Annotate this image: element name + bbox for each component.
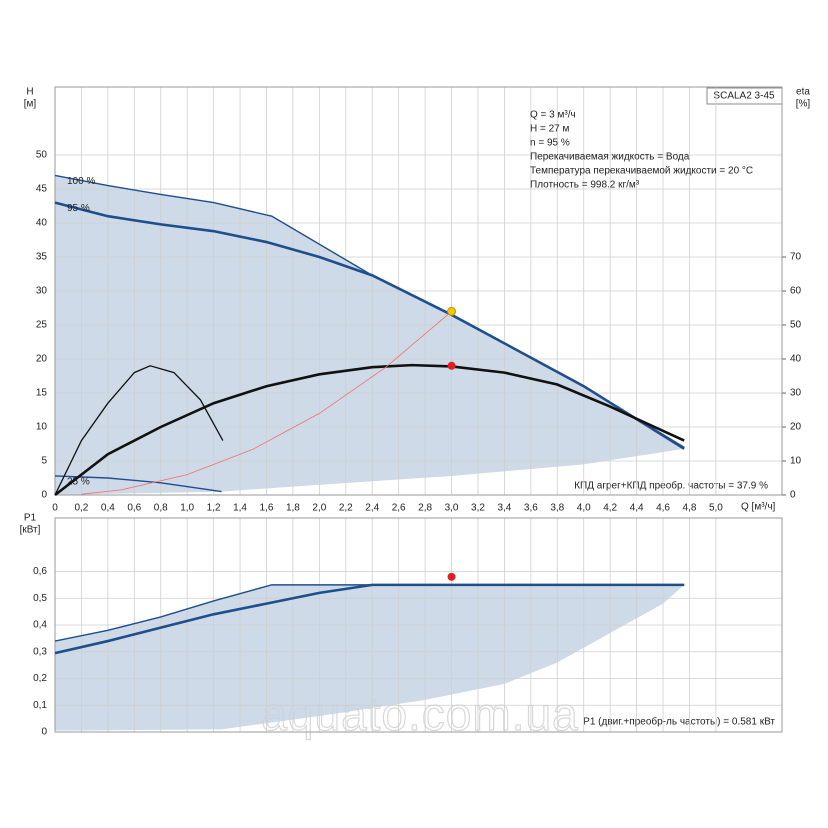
y-tick-label: 15 [36, 388, 48, 399]
efficiency-note: КПД агрег+КПД преобр. частоты = 37.9 % [574, 480, 768, 492]
y-tick-label: 50 [36, 150, 48, 161]
x-tick-label: 1,8 [286, 503, 300, 514]
y-tick-label: 0 [41, 727, 47, 738]
y2-tick-label: 70 [790, 252, 802, 263]
x-tick-label: 2,6 [392, 503, 406, 514]
y-tick-label: 45 [36, 184, 48, 195]
y-tick-label: 0 [41, 490, 47, 501]
x-tick-label: 1,2 [207, 503, 221, 514]
curve [54, 363, 685, 497]
x-tick-label: 3,4 [497, 503, 511, 514]
x-tick-label: 3,2 [471, 503, 485, 514]
y2-tick-label: 40 [790, 354, 802, 365]
y2-tick-label: 20 [790, 422, 802, 433]
y2-tick-label: 30 [790, 388, 802, 399]
curve [54, 583, 685, 655]
x-tick-label: 0,8 [154, 503, 168, 514]
y2-axis-label: eta [796, 87, 810, 98]
y2-tick-label: 10 [790, 456, 802, 467]
y-axis-label: P1 [24, 513, 37, 524]
x-tick-label: 3,0 [445, 503, 459, 514]
y-tick-label: 0,4 [33, 620, 47, 631]
x-tick-label: 0,2 [74, 503, 88, 514]
x-tick-label: 5,0 [709, 503, 723, 514]
y-tick-label: 20 [36, 354, 48, 365]
y2-tick-label: 60 [790, 286, 802, 297]
x-tick-label: 1,0 [180, 503, 194, 514]
y-tick-label: 0,3 [33, 646, 47, 657]
y-tick-label: 0,2 [33, 673, 47, 684]
curve [54, 365, 224, 496]
curve [54, 475, 222, 493]
x-tick-label: 1,4 [233, 503, 247, 514]
y2-tick-label: 50 [790, 320, 802, 331]
y-tick-label: 10 [36, 422, 48, 433]
y-axis-label: H [26, 87, 33, 98]
info-line: Перекачиваемая жидкость = Вода [530, 152, 690, 163]
x-tick-label: 4,4 [630, 503, 644, 514]
y2-axis-unit: [%] [796, 99, 811, 110]
duty-point [447, 306, 457, 316]
x-tick-label: 1,6 [260, 503, 274, 514]
operating-range [55, 175, 685, 495]
x-tick-label: 3,8 [550, 503, 564, 514]
x-tick-label: 4,6 [656, 503, 670, 514]
x-tick-label: 2,4 [365, 503, 379, 514]
x-tick-label: 0 [52, 503, 58, 514]
duty-point [447, 361, 456, 370]
x-axis-label: Q [м³/ч] [741, 502, 776, 513]
x-tick-label: 4,8 [683, 503, 697, 514]
y-axis-unit: [кВт] [20, 525, 41, 536]
info-line: n = 95 % [530, 138, 570, 149]
x-tick-label: 4,2 [603, 503, 617, 514]
y-tick-label: 5 [41, 456, 47, 467]
curve-label: 25 % [67, 477, 90, 488]
y-tick-label: 30 [36, 286, 48, 297]
y-tick-label: 0,5 [33, 593, 47, 604]
x-tick-label: 2,0 [312, 503, 326, 514]
y-tick-label: 40 [36, 218, 48, 229]
plot-frame [54, 517, 783, 733]
model-label: SCALA2 3-45 [713, 91, 775, 102]
operating-range [55, 584, 685, 731]
duty-point [447, 572, 456, 581]
y2-tick-label: 0 [790, 490, 796, 501]
curve-label: 100 % [67, 176, 95, 187]
x-tick-label: 3,6 [524, 503, 538, 514]
curve [81, 311, 452, 495]
info-line: H = 27 м [530, 124, 570, 135]
x-tick-label: 4,0 [577, 503, 591, 514]
y-tick-label: 35 [36, 252, 48, 263]
y-tick-label: 0,1 [33, 700, 47, 711]
curve [54, 584, 685, 642]
curve-label: 95 % [67, 203, 90, 214]
x-tick-label: 0,4 [101, 503, 115, 514]
y-tick-label: 0,6 [33, 566, 47, 577]
curve [54, 201, 685, 450]
x-tick-label: 2,2 [339, 503, 353, 514]
power-note: P1 (двиг.+преобр-ль частоты) = 0.581 кВт [583, 716, 775, 728]
x-tick-label: 0,6 [127, 503, 141, 514]
x-tick-label: 2,8 [418, 503, 432, 514]
y-tick-label: 25 [36, 320, 48, 331]
y-axis-unit: [м] [24, 99, 37, 110]
info-line: Плотность = 998.2 кг/м³ [530, 180, 640, 191]
info-line: Q = 3 м³/ч [530, 110, 576, 121]
info-line: Температура перекачиваемой жидкости = 20… [530, 166, 753, 177]
